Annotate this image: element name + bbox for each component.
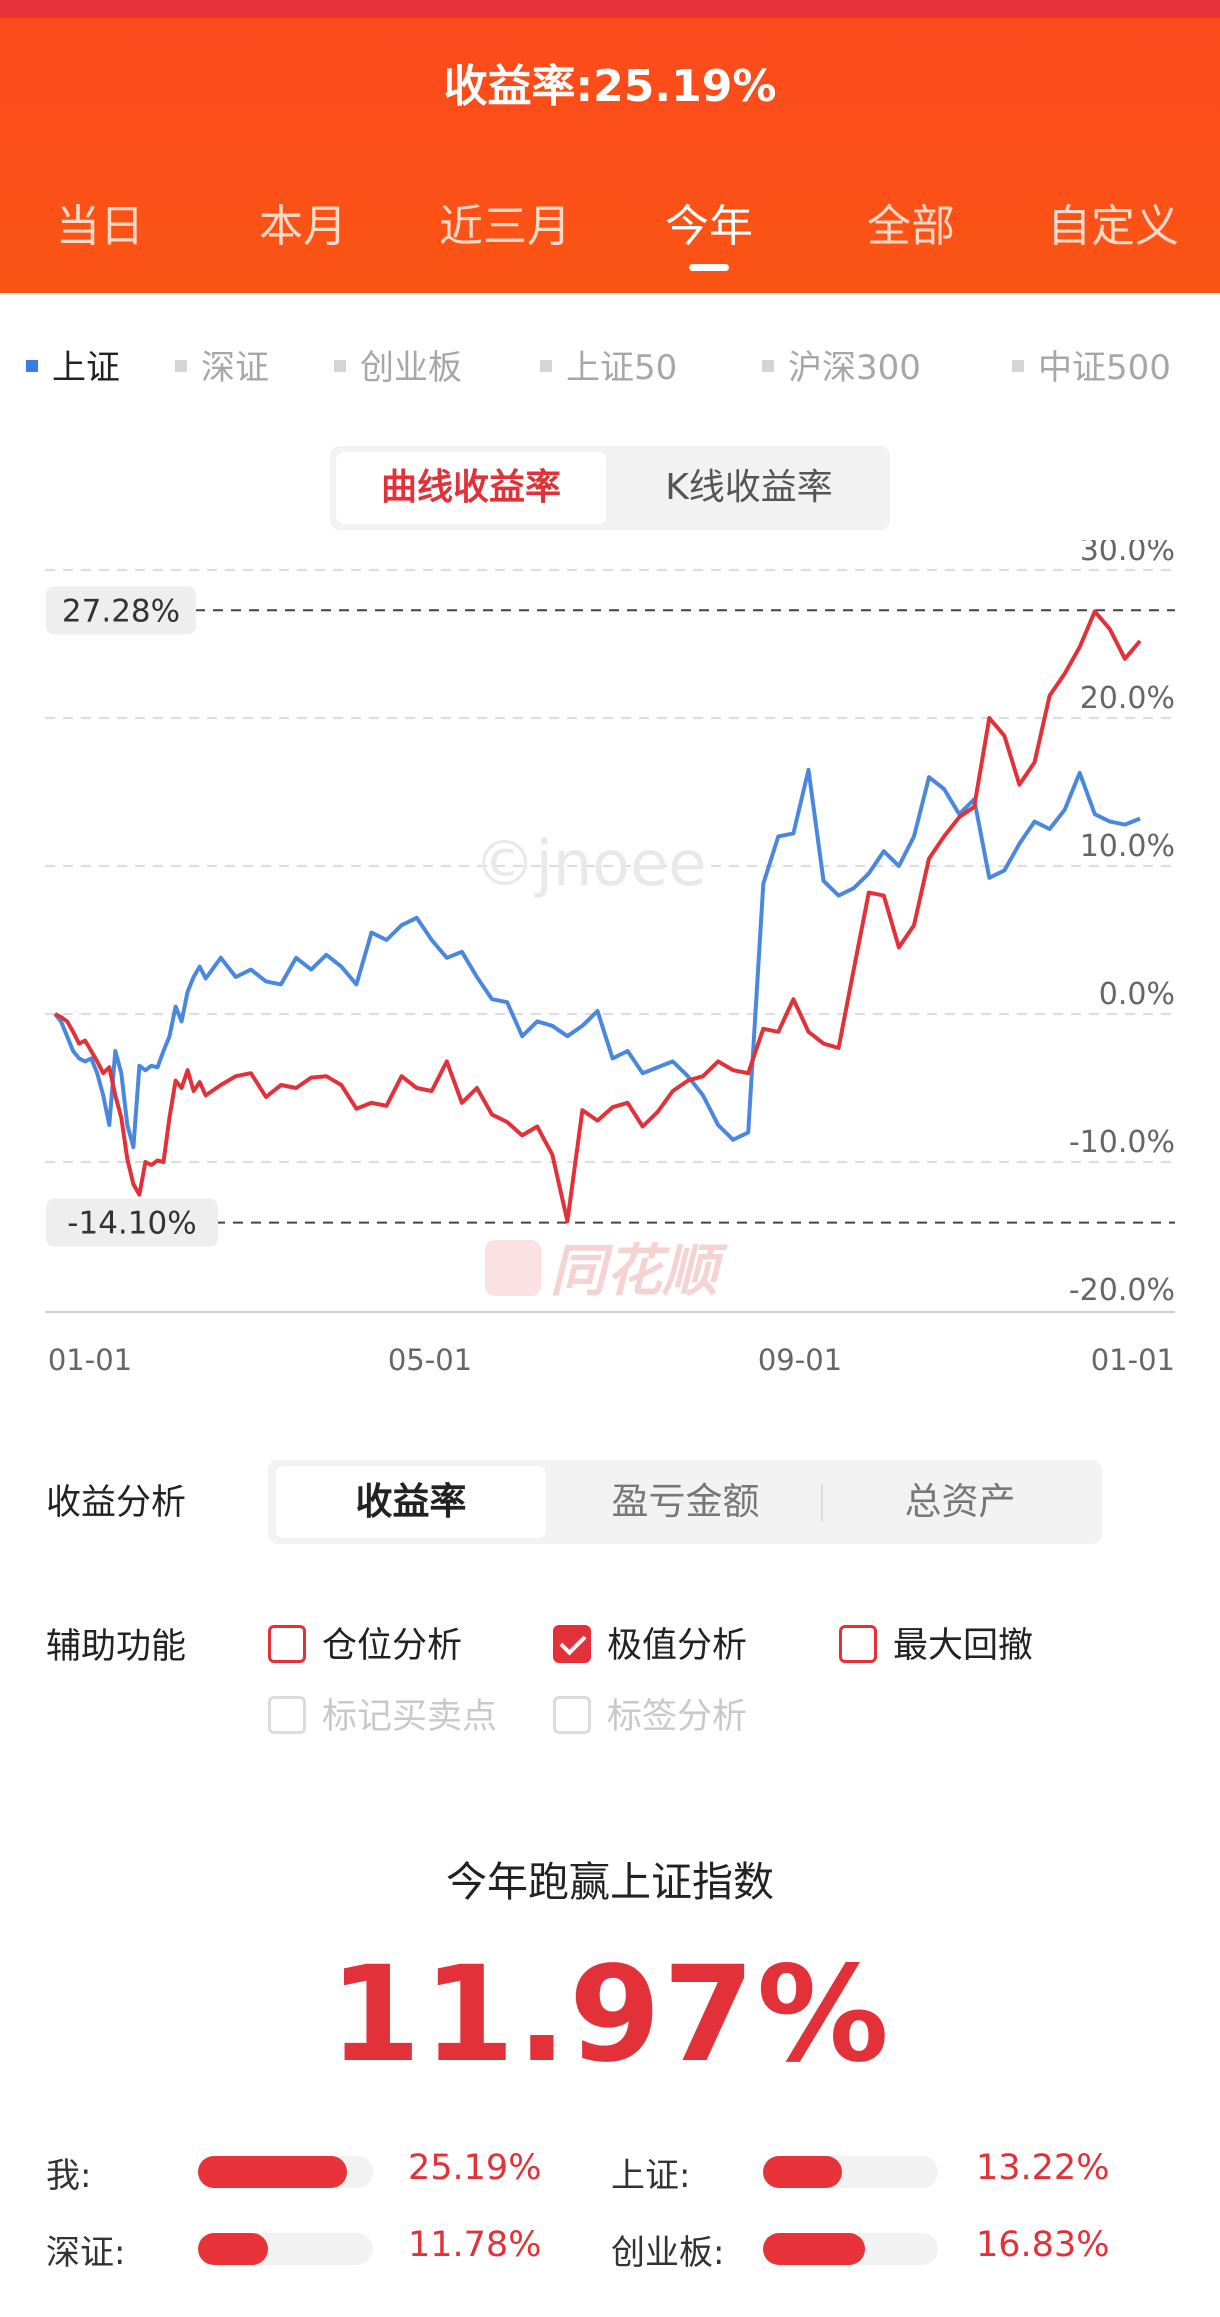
y-tick-label: -10.0%	[1069, 1125, 1175, 1160]
tab-month[interactable]: 本月	[259, 201, 347, 252]
stat-bar-fill	[763, 2156, 842, 2188]
max-label: 27.28%	[62, 593, 180, 629]
legend-sse50[interactable]: 上证50	[540, 340, 677, 389]
stat-bar-track	[763, 2156, 938, 2188]
analysis-label: 收益分析	[46, 1483, 187, 1523]
x-tick-label: 01-01	[48, 1343, 132, 1377]
tab-three-months[interactable]: 近三月	[439, 201, 571, 252]
stat-bar-track	[763, 2233, 938, 2265]
header: 收益率:25.19% 当日 本月 近三月 今年 全部 自定义	[0, 18, 1220, 293]
y-tick-label: -20.0%	[1069, 1273, 1175, 1308]
stat-value: 25.19%	[408, 2148, 542, 2188]
stat-bar-track	[198, 2233, 373, 2265]
legend-label: 沪深300	[788, 348, 921, 388]
y-tick-label: 10.0%	[1080, 829, 1175, 864]
stat-shanghai: 上证: 13.22%	[611, 2148, 1111, 2198]
stat-mine: 我: 25.19%	[46, 2148, 546, 2198]
extreme-analysis-checkbox[interactable]: 极值分析	[553, 1617, 747, 1668]
tag-analysis-checkbox: 标签分析	[553, 1688, 747, 1739]
legend-csi500[interactable]: 中证500	[1012, 340, 1171, 389]
chart-mode-toggle: 曲线收益率 K线收益率	[330, 446, 890, 530]
legend-csi300[interactable]: 沪深300	[762, 340, 921, 389]
checkbox-label: 最大回撤	[893, 1626, 1034, 1666]
brand-logo-watermark	[485, 1240, 541, 1296]
min-label: -14.10%	[67, 1206, 196, 1242]
tab-this-year[interactable]: 今年	[665, 201, 753, 252]
x-tick-label: 05-01	[388, 1343, 472, 1377]
tab-today[interactable]: 当日	[56, 201, 144, 252]
checkbox-label: 极值分析	[607, 1626, 748, 1666]
stat-label: 创业板:	[611, 2233, 725, 2273]
stat-value: 11.78%	[408, 2225, 542, 2265]
stat-bar-fill	[763, 2233, 865, 2265]
y-tick-label: 0.0%	[1099, 977, 1175, 1012]
stat-label: 深证:	[46, 2233, 126, 2273]
analysis-toggle: 收益率 盈亏金额 总资产	[268, 1460, 1102, 1544]
y-tick-label: 20.0%	[1080, 681, 1175, 716]
legend-dot	[540, 359, 552, 372]
my-return-line	[54, 609, 1142, 1224]
stat-shenzhen: 深证: 11.78%	[46, 2225, 546, 2275]
min-label-bg	[46, 1198, 218, 1247]
legend-shenzhen[interactable]: 深证	[175, 340, 269, 389]
legend-dot	[175, 359, 187, 372]
legend-label: 上证50	[566, 348, 678, 388]
kline-return-option[interactable]: K线收益率	[665, 467, 833, 508]
legend-shanghai[interactable]: 上证	[26, 340, 120, 389]
legend-dot	[1012, 359, 1024, 372]
outperform-title: 今年跑赢上证指数	[446, 1858, 774, 1906]
return-rate-title: 收益率:25.19%	[443, 61, 777, 112]
watermark-jnoee: ©jnoee	[474, 827, 707, 900]
active-tab-indicator	[689, 264, 729, 271]
stat-label: 上证:	[611, 2156, 691, 2196]
index-legend: 上证 深证 创业板 上证50 沪深300 中证500	[0, 340, 1220, 389]
legend-label: 深证	[201, 348, 269, 388]
legend-dot	[334, 359, 346, 372]
divider	[821, 1484, 823, 1522]
curve-return-option[interactable]: 曲线收益率	[336, 452, 606, 524]
checkbox-box	[268, 1696, 306, 1734]
stat-bar-track	[198, 2156, 373, 2188]
max-label-bg	[46, 586, 196, 635]
return-chart[interactable]: 30.0% 20.0% 10.0% 0.0% -10.0% -20.0% 01-01 05-0…	[0, 540, 1220, 1390]
period-tabs: 当日 本月 近三月 今年 全部 自定义	[0, 190, 1220, 260]
y-tick-label: 30.0%	[1080, 540, 1175, 568]
total-assets-option[interactable]: 总资产	[904, 1480, 1016, 1523]
tab-all[interactable]: 全部	[867, 201, 955, 252]
return-rate-option[interactable]: 收益率	[276, 1466, 546, 1538]
legend-label: 中证500	[1038, 348, 1171, 388]
tab-custom[interactable]: 自定义	[1047, 201, 1179, 252]
legend-dot	[762, 359, 774, 372]
aux-label: 辅助功能	[46, 1627, 187, 1667]
check-icon	[553, 1625, 591, 1663]
legend-label: 创业板	[360, 348, 462, 388]
outperform-value: 11.97%	[329, 1938, 891, 2092]
status-strip	[0, 0, 1220, 18]
x-tick-label: 01-01	[1091, 1343, 1175, 1377]
x-tick-label: 09-01	[758, 1343, 842, 1377]
stat-value: 16.83%	[976, 2225, 1110, 2265]
stat-value: 13.22%	[976, 2148, 1110, 2188]
checkbox-box	[839, 1625, 877, 1663]
checkbox-label: 标记买卖点	[322, 1697, 498, 1737]
pnl-amount-option[interactable]: 盈亏金额	[611, 1480, 760, 1523]
checkbox-label: 仓位分析	[322, 1626, 463, 1666]
position-analysis-checkbox[interactable]: 仓位分析	[268, 1617, 462, 1668]
legend-label: 上证	[52, 348, 120, 388]
stat-bar-fill	[198, 2156, 347, 2188]
index-line	[53, 767, 1141, 1150]
watermark-brand: 同花顺	[550, 1239, 728, 1304]
checkbox-box	[268, 1625, 306, 1663]
stat-bar-fill	[198, 2233, 268, 2265]
checkbox-label: 标签分析	[607, 1697, 748, 1737]
legend-chinext[interactable]: 创业板	[334, 340, 462, 389]
stat-chinext: 创业板: 16.83%	[611, 2225, 1111, 2275]
legend-dot	[26, 359, 38, 372]
stat-label: 我:	[46, 2156, 92, 2196]
trade-points-checkbox: 标记买卖点	[268, 1688, 497, 1739]
max-drawdown-checkbox[interactable]: 最大回撤	[839, 1617, 1033, 1668]
checkbox-box	[553, 1696, 591, 1734]
